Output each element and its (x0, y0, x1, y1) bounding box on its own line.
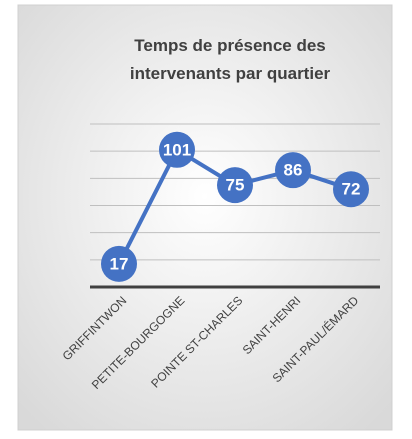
marker (333, 171, 369, 208)
data-label: 75 (226, 176, 245, 195)
marker (275, 152, 311, 189)
marker (217, 167, 253, 204)
data-label: 101 (163, 140, 191, 159)
marker (101, 245, 137, 282)
chart-title: Temps de présence des intervenants par q… (129, 36, 331, 83)
chart-background (17, 4, 393, 431)
data-label: 72 (342, 180, 361, 199)
data-label: 86 (284, 161, 303, 180)
data-label: 17 (110, 254, 129, 273)
marker (159, 131, 195, 168)
